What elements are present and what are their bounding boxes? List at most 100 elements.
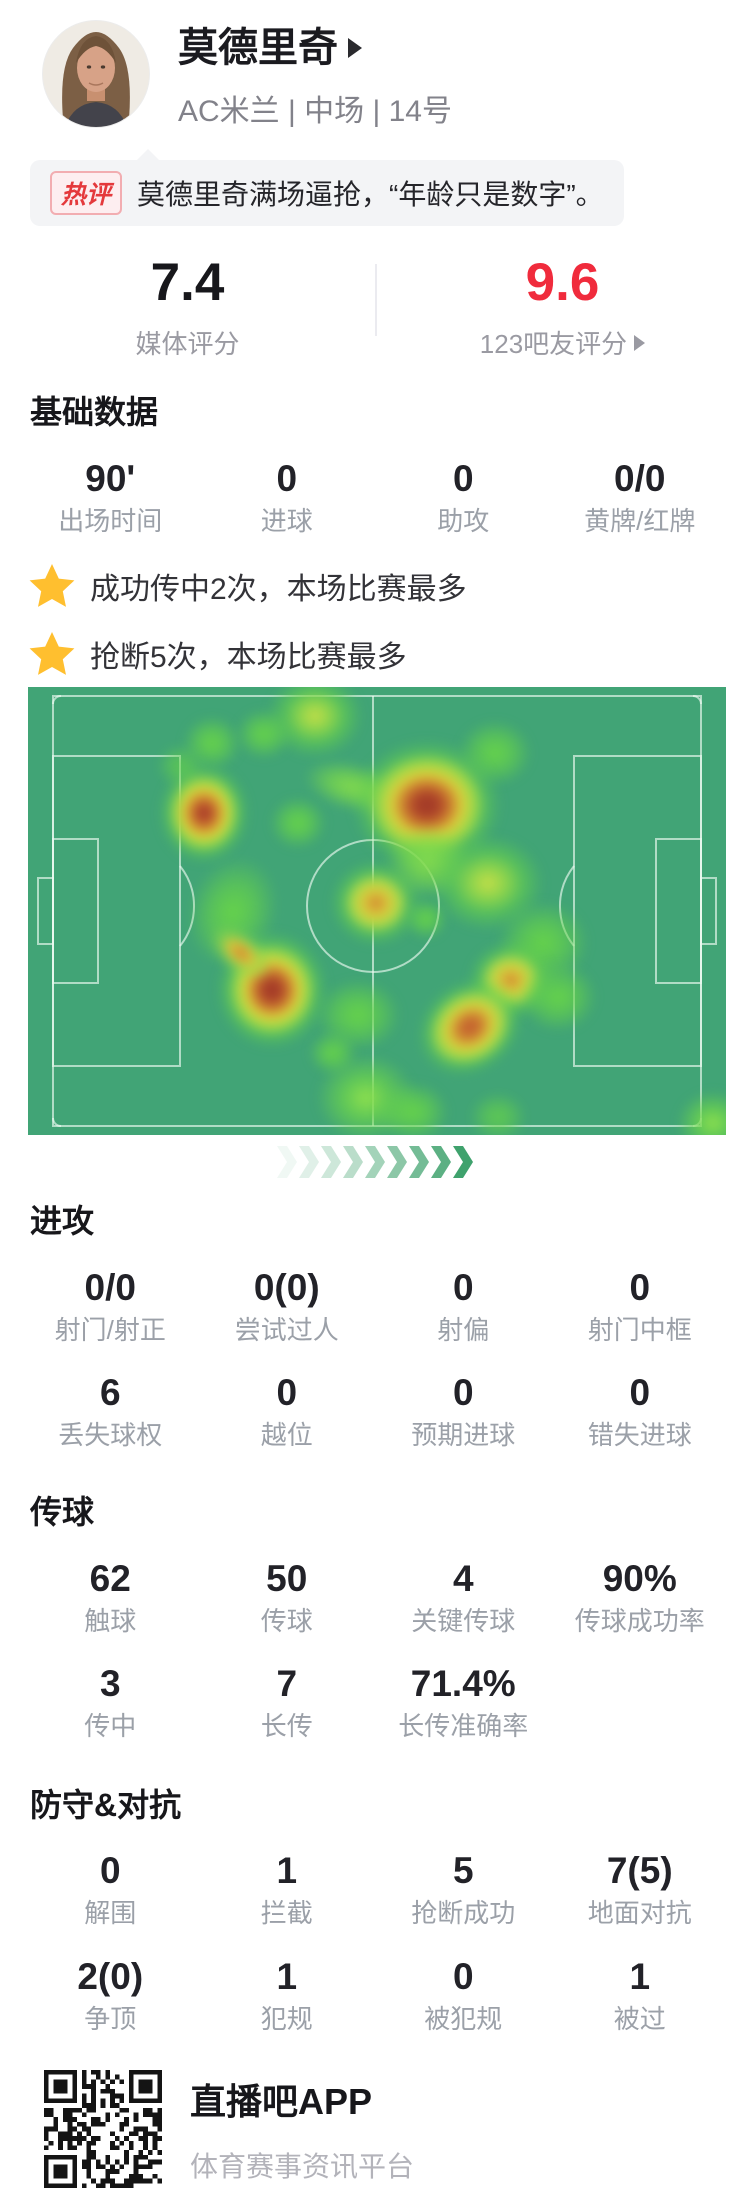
heat-blob: [158, 762, 250, 865]
stat-cell: 4 关键传球: [375, 1560, 552, 1636]
stat-label: 进球: [260, 505, 313, 536]
stat-label: 触球: [84, 1605, 137, 1636]
fans-rating[interactable]: 9.6 123吧友评分: [375, 253, 750, 359]
stat-cell: 90' 出场时间: [22, 460, 199, 536]
caret-right-icon: [348, 38, 362, 58]
player-info: 莫德里奇 AC米兰 | 中场 | 14号: [178, 20, 452, 130]
heat-blob: [469, 1092, 527, 1136]
stat-label: 关键传球: [411, 1605, 516, 1636]
footer-text: 直播吧APP 体育赛事资讯平台: [190, 2073, 414, 2185]
stat-cell: 0 预期进球: [375, 1374, 552, 1450]
heat-blob: [236, 709, 292, 760]
stat-label: 丢失球权: [58, 1420, 163, 1451]
stat-cell: 90% 传球成功率: [552, 1560, 729, 1636]
chevron-icon: [365, 1146, 385, 1179]
stat-cell: 7 长传: [199, 1665, 376, 1741]
stat-cell: 0 射门中框: [552, 1269, 729, 1345]
player-name: 莫德里奇: [178, 26, 338, 70]
stat-cell: 3 传中: [22, 1665, 199, 1741]
stat-cell: 0/0 黄牌/红牌: [552, 460, 729, 536]
chevron-icon: [453, 1146, 473, 1179]
stat-label: 被犯规: [424, 2003, 503, 2034]
stat-value: 0/0: [614, 457, 666, 499]
stat-value: 2(0): [77, 1955, 144, 1997]
chevron-icon: [321, 1146, 341, 1179]
chevron-icon: [387, 1146, 407, 1179]
stat-row: 2(0) 争顶 1 犯规 0 被犯规 1 被过: [0, 1958, 750, 2034]
highlight-row: 成功传中2次，本场比赛最多: [28, 563, 750, 609]
stat-value: 71.4%: [410, 1663, 516, 1705]
ratings-divider: [375, 264, 377, 336]
heat-blob: [519, 962, 597, 1033]
stat-value: 90%: [602, 1557, 677, 1599]
stat-row: 62 触球 50 传球 4 关键传球 90% 传球成功率: [0, 1560, 750, 1636]
player-header: 莫德里奇 AC米兰 | 中场 | 14号: [0, 0, 750, 130]
heat-blob: [405, 899, 447, 940]
highlight-row: 抢断5次，本场比赛最多: [28, 631, 750, 677]
stat-cell: 0 解围: [22, 1852, 199, 1928]
passing-stats: 62 触球 50 传球 4 关键传球 90% 传球成功率 3 传中 7 长传 71.4% 长传准确率: [0, 1560, 750, 1741]
stat-value: 5: [452, 1850, 474, 1892]
fans-rating-value: 9.6: [525, 253, 600, 312]
hot-comment-text: 莫德里奇满场逼抢，“年龄只是数字”。: [137, 179, 604, 210]
stat-label: 黄牌/红牌: [584, 505, 696, 536]
stat-value: 0(0): [253, 1266, 320, 1308]
star-icon: [29, 564, 75, 608]
stat-label: 出场时间: [58, 505, 163, 536]
stat-label: 地面对抗: [587, 1898, 692, 1929]
stat-cell: 0 错失进球: [552, 1374, 729, 1450]
stat-value: 1: [276, 1955, 298, 1997]
heatmap: [28, 687, 726, 1136]
stat-value: 6: [99, 1372, 121, 1414]
stat-value: 1: [629, 1955, 651, 1997]
stat-label: 助攻: [437, 505, 490, 536]
section-heading-basic: 基础数据: [30, 394, 159, 430]
stat-label: 解围: [84, 1898, 137, 1929]
highlight-text: 抢断5次，本场比赛最多: [90, 641, 407, 675]
stat-value: 0: [452, 1955, 474, 1997]
section-heading-defense: 防守&对抗: [30, 1786, 182, 1823]
stat-row: 6 丢失球权 0 越位 0 预期进球 0 错失进球: [0, 1374, 750, 1450]
stat-cell: 0(0) 尝试过人: [199, 1269, 376, 1345]
stat-row: 0 解围 1 拦截 5 抢断成功 7(5) 地面对抗: [0, 1852, 750, 1928]
stat-cell: 2(0) 争顶: [22, 1958, 199, 2034]
player-meta: AC米兰 | 中场 | 14号: [178, 95, 452, 128]
media-rating: 7.4 媒体评分: [0, 253, 375, 359]
stat-cell: 1 犯规: [199, 1958, 376, 2034]
stat-value: 0: [99, 1850, 121, 1892]
stat-value: 7: [276, 1663, 298, 1705]
stat-value: 0: [629, 1266, 651, 1308]
media-rating-value: 7.4: [150, 253, 225, 312]
hot-comment-badge: 热评: [50, 171, 123, 215]
stat-label: 犯规: [260, 2003, 313, 2034]
stat-value: 50: [266, 1557, 308, 1599]
star-icon: [29, 632, 75, 676]
stat-label: 抢断成功: [411, 1898, 516, 1929]
stat-label: 争顶: [84, 2003, 137, 2034]
qr-code: [44, 2069, 162, 2188]
stat-label: 长传准确率: [398, 1711, 529, 1742]
highlights: 成功传中2次，本场比赛最多 抢断5次，本场比赛最多: [0, 563, 750, 677]
stat-cell: 0 助攻: [375, 460, 552, 536]
player-avatar[interactable]: [42, 20, 150, 128]
stat-value: 62: [89, 1557, 131, 1599]
chevron-icon: [409, 1146, 429, 1179]
stat-cell: 0 进球: [199, 460, 376, 536]
stat-row: 90' 出场时间 0 进球 0 助攻 0/0 黄牌/红牌: [0, 460, 750, 536]
chevron-icon: [299, 1146, 319, 1179]
fans-rating-label-text: 123吧友评分: [479, 329, 628, 359]
avatar-image: [43, 21, 149, 127]
stat-cell: 62 触球: [22, 1560, 199, 1636]
chevron-icon: [431, 1146, 451, 1179]
stat-value: 4: [452, 1557, 474, 1599]
app-tagline: 体育赛事资讯平台: [190, 2150, 415, 2182]
stat-cell: 71.4% 长传准确率: [375, 1665, 552, 1741]
stat-label: 拦截: [260, 1898, 313, 1929]
stat-value: 0: [276, 1372, 298, 1414]
stat-label: 越位: [260, 1420, 313, 1451]
stat-value: 0: [452, 457, 474, 499]
player-name-row[interactable]: 莫德里奇: [178, 26, 452, 70]
stat-value: 0: [452, 1266, 474, 1308]
stat-label: 被过: [613, 2003, 666, 2034]
stat-label: 尝试过人: [234, 1314, 339, 1345]
